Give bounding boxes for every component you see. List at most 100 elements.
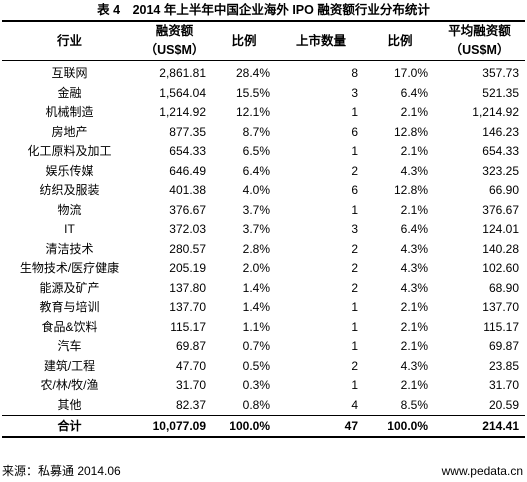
ratio2-cell: 12.8% bbox=[393, 124, 428, 139]
ratio-cell: 0.5% bbox=[242, 358, 270, 373]
ratio-cell: 8.7% bbox=[242, 124, 270, 139]
table-row: 物流 376.67 3.7% 1 2.1% 376.67 bbox=[2, 201, 525, 221]
avg-cell: 323.25 bbox=[482, 163, 519, 178]
header-industry: 行业 bbox=[2, 20, 137, 61]
total-row: 合计 10,077.09 100.0% 47 100.0% 214.41 bbox=[2, 415, 525, 438]
count-cell: 1 bbox=[351, 339, 358, 353]
count-cell: 6 bbox=[351, 124, 358, 139]
ratio-cell: 28.4% bbox=[235, 66, 270, 80]
ratio-cell: 1.4% bbox=[242, 300, 270, 314]
count-cell: 2 bbox=[351, 241, 358, 256]
total-amount: 10,077.09 bbox=[137, 415, 212, 438]
industry-cell: 清洁技术 bbox=[45, 241, 94, 256]
avg-cell: 68.90 bbox=[488, 280, 519, 295]
ratio2-cell: 2.1% bbox=[400, 202, 428, 217]
avg-cell: 102.60 bbox=[482, 261, 519, 275]
ratio-cell: 0.3% bbox=[242, 378, 270, 392]
table-row: 娱乐传媒 646.49 6.4% 2 4.3% 323.25 bbox=[2, 162, 525, 182]
table-row: 建筑/工程 47.70 0.5% 2 4.3% 23.85 bbox=[2, 357, 525, 377]
header-ratio: 比例 bbox=[212, 20, 276, 61]
industry-cell: 其他 bbox=[57, 397, 82, 412]
amount-cell: 82.37 bbox=[175, 397, 206, 412]
header-avg: 平均融资额 bbox=[434, 20, 525, 41]
industry-cell: IT bbox=[64, 222, 75, 236]
table-row: 教育与培训 137.70 1.4% 1 2.1% 137.70 bbox=[2, 298, 525, 318]
avg-cell: 140.28 bbox=[482, 241, 519, 256]
industry-cell: 生物技术/医疗健康 bbox=[19, 261, 120, 275]
ratio-cell: 1.1% bbox=[242, 319, 270, 334]
count-cell: 1 bbox=[351, 300, 358, 314]
total-count: 47 bbox=[276, 415, 366, 438]
ratio-cell: 4.0% bbox=[242, 183, 270, 197]
ratio-cell: 2.8% bbox=[242, 241, 270, 256]
ratio2-cell: 2.1% bbox=[400, 339, 428, 353]
avg-cell: 654.33 bbox=[482, 144, 519, 158]
industry-cell: 能源及矿产 bbox=[39, 280, 100, 295]
amount-cell: 646.49 bbox=[169, 163, 206, 178]
amount-cell: 115.17 bbox=[170, 319, 206, 334]
amount-cell: 205.19 bbox=[169, 261, 206, 275]
amount-cell: 372.03 bbox=[169, 222, 206, 236]
table-row: IT 372.03 3.7% 3 6.4% 124.01 bbox=[2, 220, 525, 240]
count-cell: 3 bbox=[351, 222, 358, 236]
amount-cell: 2,861.81 bbox=[159, 66, 206, 80]
count-cell: 1 bbox=[351, 319, 358, 334]
table-row: 其他 82.37 0.8% 4 8.5% 20.59 bbox=[2, 396, 525, 416]
industry-cell: 金融 bbox=[57, 85, 82, 100]
count-cell: 2 bbox=[351, 163, 358, 178]
ratio2-cell: 4.3% bbox=[400, 280, 428, 295]
amount-cell: 69.87 bbox=[175, 339, 206, 353]
total-avg: 214.41 bbox=[434, 415, 525, 438]
ipo-industry-table: 行业 融资额 比例 上市数量 比例 平均融资额 （US$M） （US$M） 互联… bbox=[2, 20, 525, 438]
amount-cell: 137.70 bbox=[169, 300, 206, 314]
table-row: 纺织及服装 401.38 4.0% 6 12.8% 66.90 bbox=[2, 181, 525, 201]
count-cell: 3 bbox=[351, 85, 358, 100]
table-row: 化工原料及加工 654.33 6.5% 1 2.1% 654.33 bbox=[2, 142, 525, 162]
table-row: 清洁技术 280.57 2.8% 2 4.3% 140.28 bbox=[2, 240, 525, 260]
industry-cell: 物流 bbox=[57, 202, 82, 217]
table-title: 表 4 2014 年上半年中国企业海外 IPO 融资额行业分布统计 bbox=[97, 3, 430, 17]
website-link[interactable]: www.pedata.cn bbox=[441, 464, 523, 478]
ratio-cell: 15.5% bbox=[235, 85, 270, 100]
count-cell: 1 bbox=[351, 105, 358, 119]
avg-cell: 137.70 bbox=[482, 300, 519, 314]
avg-cell: 124.01 bbox=[482, 222, 519, 236]
industry-cell: 机械制造 bbox=[45, 105, 94, 119]
industry-cell: 食品&饮料 bbox=[41, 319, 98, 334]
count-cell: 2 bbox=[351, 261, 358, 275]
industry-cell: 化工原料及加工 bbox=[27, 144, 112, 158]
ratio2-cell: 2.1% bbox=[400, 319, 428, 334]
count-cell: 2 bbox=[351, 280, 358, 295]
ratio2-cell: 4.3% bbox=[400, 358, 428, 373]
ratio2-cell: 12.8% bbox=[393, 183, 428, 197]
industry-cell: 纺织及服装 bbox=[39, 183, 100, 197]
header-avg-unit: （US$M） bbox=[434, 41, 525, 61]
table-row: 生物技术/医疗健康 205.19 2.0% 2 4.3% 102.60 bbox=[2, 259, 525, 279]
ratio-cell: 1.4% bbox=[242, 280, 270, 295]
ratio2-cell: 4.3% bbox=[400, 163, 428, 178]
ratio-cell: 0.8% bbox=[242, 397, 270, 412]
ratio2-cell: 2.1% bbox=[400, 378, 428, 392]
amount-cell: 137.80 bbox=[169, 280, 206, 295]
avg-cell: 31.70 bbox=[488, 378, 519, 392]
ratio2-cell: 4.3% bbox=[400, 261, 428, 275]
count-cell: 2 bbox=[351, 358, 358, 373]
industry-cell: 房地产 bbox=[51, 124, 88, 139]
ratio2-cell: 2.1% bbox=[400, 300, 428, 314]
count-cell: 1 bbox=[351, 202, 358, 217]
avg-cell: 66.90 bbox=[488, 183, 519, 197]
header-listings: 上市数量 bbox=[276, 20, 366, 61]
ratio2-cell: 4.3% bbox=[400, 241, 428, 256]
ratio2-cell: 6.4% bbox=[400, 85, 428, 100]
amount-cell: 401.38 bbox=[169, 183, 206, 197]
ratio-cell: 0.7% bbox=[242, 339, 270, 353]
ratio-cell: 2.0% bbox=[242, 261, 270, 275]
amount-cell: 1,564.04 bbox=[159, 85, 206, 100]
table-row: 金融 1,564.04 15.5% 3 6.4% 521.35 bbox=[2, 84, 525, 104]
ratio-cell: 3.7% bbox=[242, 202, 270, 217]
industry-cell: 汽车 bbox=[57, 339, 82, 353]
total-ratio2: 100.0% bbox=[366, 415, 434, 438]
amount-cell: 31.70 bbox=[175, 378, 206, 392]
amount-cell: 877.35 bbox=[169, 124, 206, 139]
industry-cell: 互联网 bbox=[51, 66, 88, 80]
